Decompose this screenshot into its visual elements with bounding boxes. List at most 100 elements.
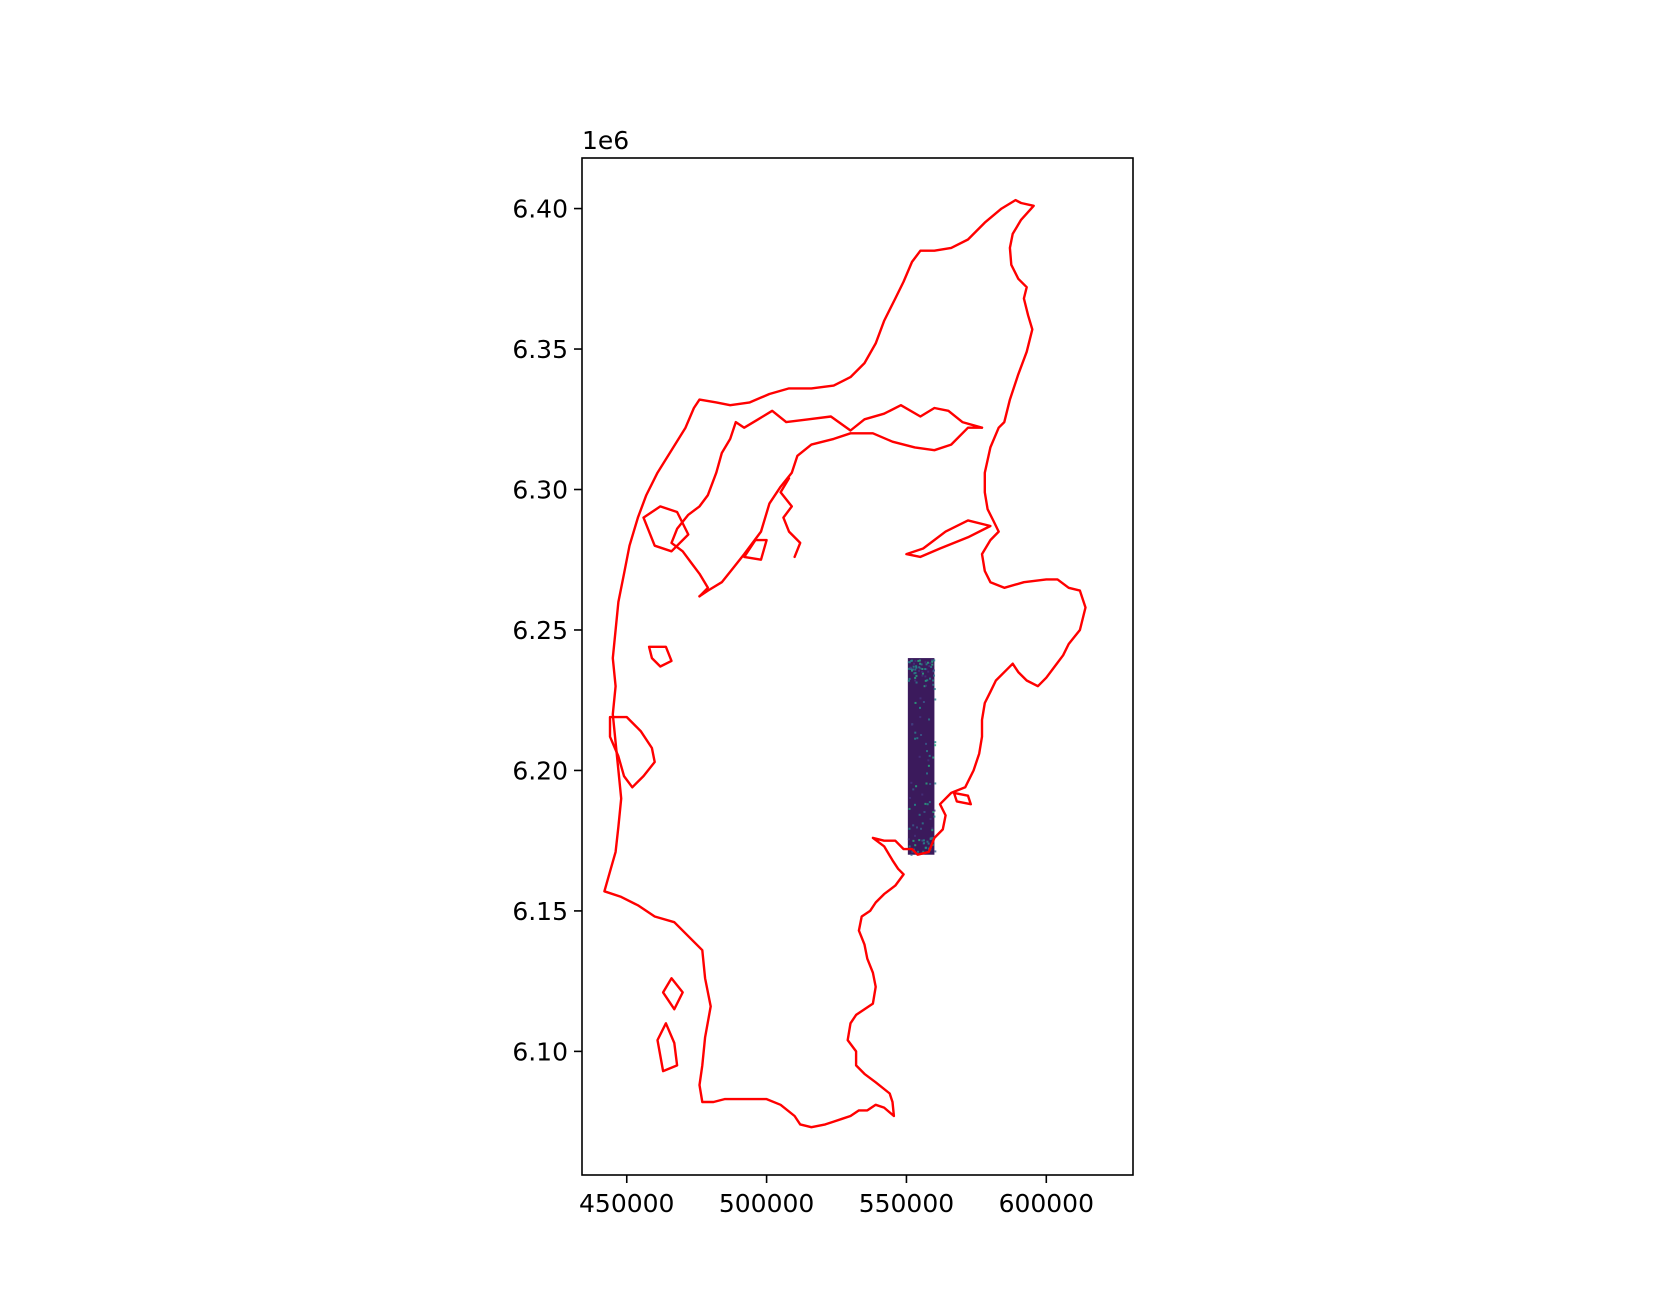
- raster-pixel: [933, 815, 936, 818]
- raster-pixel: [931, 659, 934, 662]
- raster-pixel: [914, 731, 917, 734]
- raster-pixel: [915, 674, 918, 677]
- raster-pixel: [933, 659, 936, 662]
- raster-pixel: [924, 679, 927, 682]
- raster-pixel: [910, 669, 913, 672]
- raster-pixel: [915, 681, 918, 684]
- raster-pixel: [907, 679, 910, 682]
- raster-pixel: [913, 672, 916, 675]
- coastline-main: [603, 198, 1087, 1129]
- raster-pixel: [934, 744, 937, 747]
- raster-pixel: [934, 850, 937, 853]
- raster-pixel: [911, 668, 914, 671]
- raster-pixel: [926, 803, 929, 806]
- island-outline: [661, 977, 684, 1011]
- raster-pixel: [908, 667, 911, 670]
- raster-pixel: [925, 742, 928, 745]
- raster-pixel: [926, 840, 929, 843]
- raster-pixel: [928, 718, 931, 721]
- island-outline: [656, 1022, 679, 1073]
- raster-pixel: [932, 810, 935, 813]
- raster-pixel: [913, 803, 916, 806]
- raster-pixel: [912, 824, 915, 827]
- raster-pixel: [912, 839, 915, 842]
- raster-pixel: [918, 755, 921, 758]
- raster-pixel: [932, 679, 935, 682]
- raster-pixel: [919, 662, 922, 665]
- x-tick-label: 450000: [579, 1189, 674, 1218]
- raster-pixel: [922, 839, 925, 842]
- raster-pixel: [921, 672, 924, 675]
- raster-pixel: [919, 697, 922, 700]
- raster-pixel: [926, 679, 929, 682]
- raster-pixel: [915, 665, 918, 668]
- raster-pixel: [925, 668, 928, 671]
- y-offset-label: 1e6: [582, 126, 629, 155]
- raster-pixel: [914, 737, 917, 740]
- raster-pixel: [924, 675, 927, 678]
- island-outline: [743, 538, 768, 561]
- raster-pixel: [923, 842, 926, 845]
- island-outline: [647, 645, 673, 668]
- raster-pixel: [927, 764, 930, 767]
- raster-pixel: [933, 674, 936, 677]
- raster-pixel: [914, 659, 917, 662]
- island-outline: [905, 519, 992, 559]
- raster-pixel: [914, 671, 917, 674]
- y-tick-label: 6.20: [512, 756, 568, 785]
- fjord-inner-shore: [779, 477, 802, 559]
- raster-pixel: [928, 754, 931, 757]
- raster-pixel: [918, 839, 921, 842]
- raster-pixel: [931, 829, 934, 832]
- raster-pixel: [913, 662, 916, 665]
- raster-pixel: [919, 667, 922, 670]
- raster-pixel: [931, 663, 934, 666]
- y-tick-label: 6.10: [512, 1037, 568, 1066]
- raster-pixel: [913, 834, 916, 837]
- raster-pixel: [916, 826, 919, 829]
- raster-pixel: [929, 662, 932, 665]
- raster-pixel: [921, 674, 924, 677]
- raster-pixel: [921, 793, 924, 796]
- fjord-south-shore: [698, 426, 984, 598]
- raster-pixel: [934, 741, 937, 744]
- raster-pixel: [918, 813, 921, 816]
- raster-pixel: [912, 788, 915, 791]
- raster-pixel: [927, 670, 930, 673]
- raster-pixel: [910, 781, 913, 784]
- raster-pixel: [933, 688, 936, 691]
- raster-pixel: [925, 782, 928, 785]
- raster-pixel: [907, 838, 910, 841]
- raster-pixel: [932, 683, 935, 686]
- raster-pixel: [914, 668, 917, 671]
- raster-pixel: [931, 827, 934, 830]
- island-outline: [608, 715, 656, 789]
- raster-pixel: [907, 661, 910, 664]
- raster-layer: [907, 658, 937, 856]
- raster-pixel: [911, 850, 914, 853]
- raster-pixel: [920, 663, 923, 666]
- raster-pixel: [934, 782, 937, 785]
- raster-pixel: [914, 676, 917, 679]
- raster-pixel: [932, 756, 935, 759]
- raster-pixel: [909, 666, 912, 669]
- raster-pixel: [917, 659, 920, 662]
- axes-frame: [581, 157, 1134, 1176]
- raster-pixel: [921, 670, 924, 673]
- raster-pixel: [917, 850, 920, 853]
- raster-pixel: [924, 684, 927, 687]
- raster-pixel: [929, 837, 932, 840]
- island-outline: [952, 791, 972, 806]
- raster-pixel: [912, 665, 915, 668]
- x-tick-label: 600000: [999, 1189, 1094, 1218]
- raster-pixel: [925, 772, 928, 775]
- x-tick-label: 550000: [859, 1189, 954, 1218]
- raster-pixel: [918, 669, 921, 672]
- raster-pixel: [921, 822, 924, 825]
- raster-pixel: [910, 853, 913, 856]
- raster-pixel: [908, 827, 911, 830]
- raster-pixel: [910, 723, 913, 726]
- y-tick-label: 6.15: [512, 897, 568, 926]
- raster-pixel: [929, 817, 932, 820]
